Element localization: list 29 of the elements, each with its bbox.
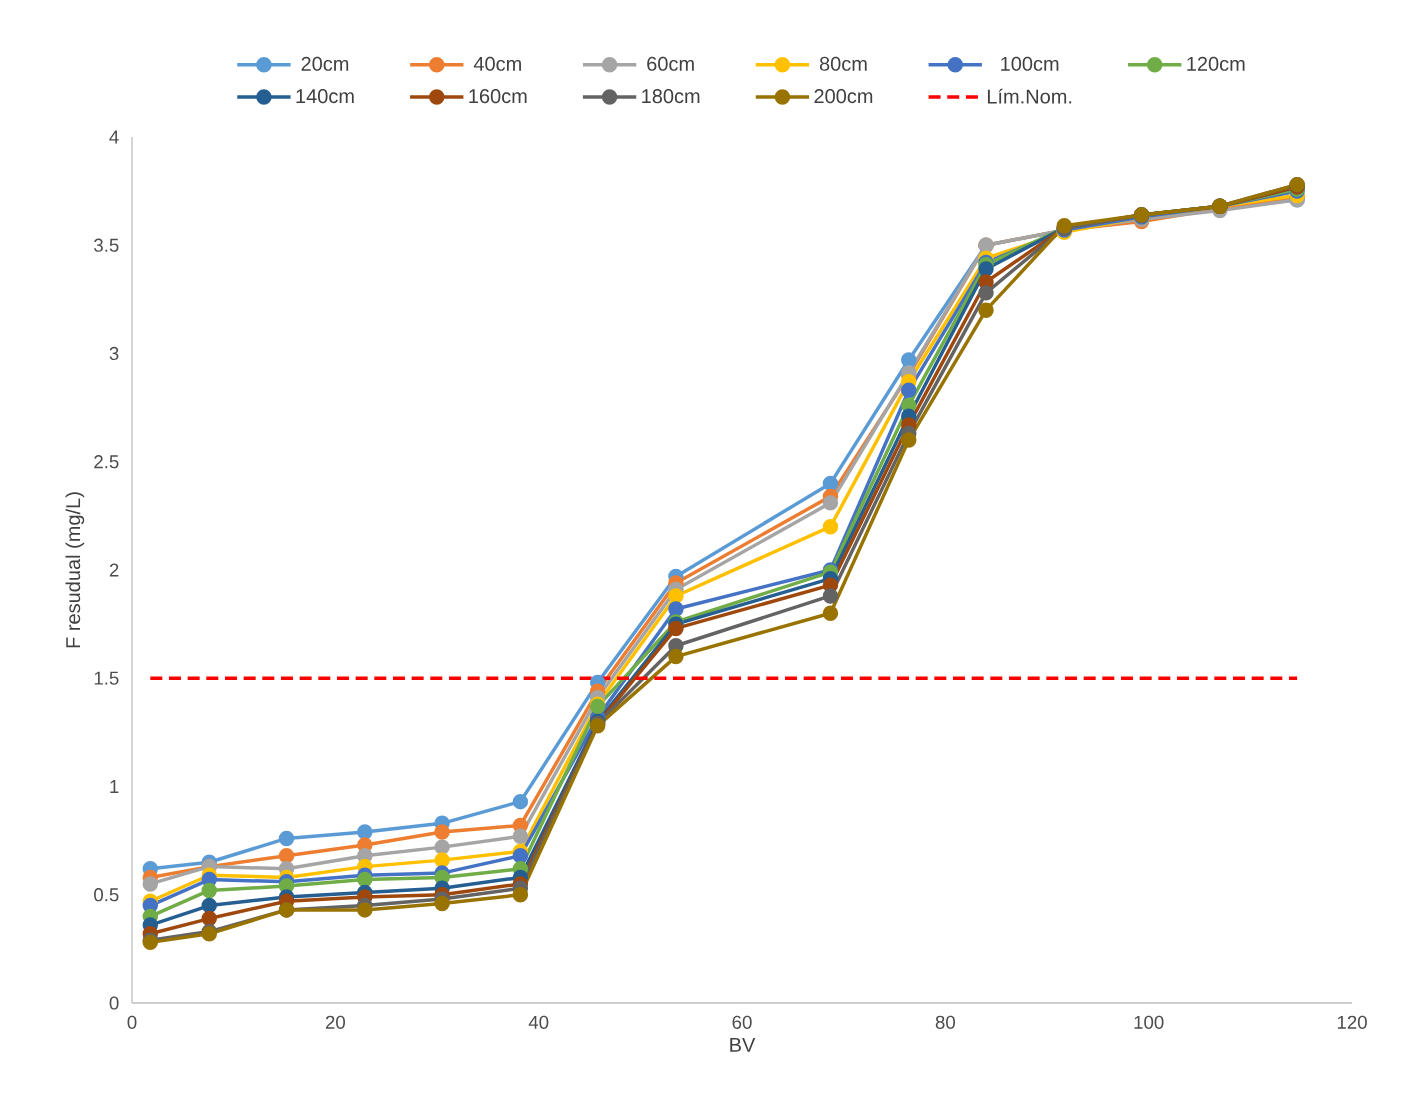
legend-label: 200cm xyxy=(814,89,873,104)
y-tick-label: 4 xyxy=(109,130,119,144)
x-tick-label: 80 xyxy=(935,1015,956,1029)
legend-label: 80cm xyxy=(819,56,867,71)
y-axis-title: F resudual (mg/L) xyxy=(65,492,85,648)
y-tick-label: 1.5 xyxy=(94,671,119,685)
legend-label: 120cm xyxy=(1187,56,1245,71)
y-tick-label: 0.5 xyxy=(94,888,119,902)
legend-label: 180cm xyxy=(642,89,700,104)
legend-label: 100cm xyxy=(1001,56,1059,71)
legend-label: 140cm xyxy=(296,89,354,104)
legend-label: Lím.Nom. xyxy=(987,88,1072,104)
x-axis-title: BV xyxy=(730,1038,756,1052)
x-tick-label: 100 xyxy=(1134,1015,1164,1029)
x-tick-label: 20 xyxy=(325,1015,345,1029)
x-tick-label: 0 xyxy=(127,1015,137,1029)
y-tick-label: 2 xyxy=(109,563,119,577)
y-tick-label: 3 xyxy=(109,346,119,361)
y-tick-label: 0 xyxy=(109,996,119,1010)
y-tick-label: 2.5 xyxy=(94,455,119,469)
legend-label: 60cm xyxy=(647,56,694,71)
legend-label: 40cm xyxy=(473,56,521,71)
legend-label: 20cm xyxy=(301,56,349,71)
y-tick-label: 1 xyxy=(110,780,119,793)
y-tick-label: 3.5 xyxy=(94,238,119,252)
x-tick-label: 60 xyxy=(732,1015,752,1029)
x-tick-label: 40 xyxy=(528,1015,549,1029)
x-tick-label: 120 xyxy=(1337,1015,1367,1029)
legend-label: 160cm xyxy=(469,89,527,104)
